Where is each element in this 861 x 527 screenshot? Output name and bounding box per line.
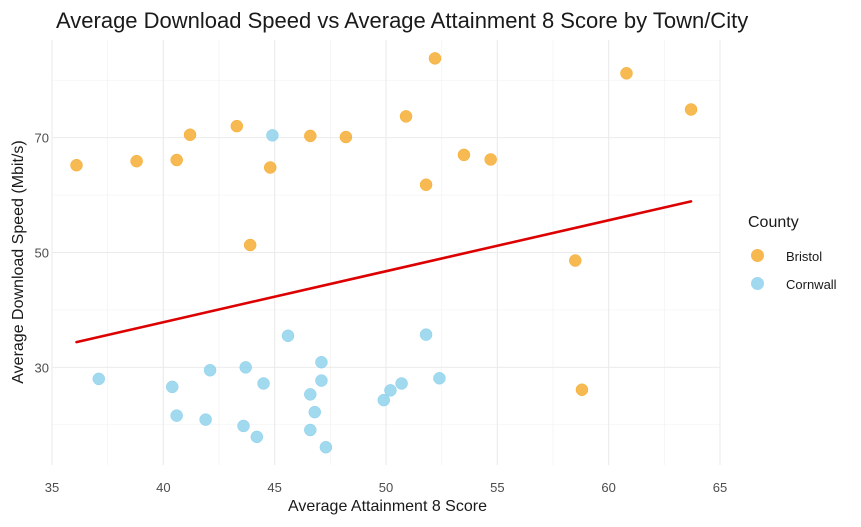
point-cornwall <box>250 430 264 444</box>
trend-layer <box>75 200 693 344</box>
point-bristol <box>457 148 471 162</box>
point-bristol <box>170 153 183 167</box>
point-cornwall <box>281 329 295 343</box>
legend-item-bristol: Bristol <box>748 242 837 270</box>
point-cornwall <box>304 423 317 437</box>
point-bristol <box>243 238 257 252</box>
x-tick-label: 45 <box>267 480 281 495</box>
point-bristol <box>263 161 277 174</box>
legend-label-bristol: Bristol <box>786 248 823 264</box>
point-cornwall <box>165 380 179 394</box>
point-bristol <box>130 154 143 168</box>
point-cornwall <box>384 384 397 397</box>
point-cornwall <box>237 419 250 433</box>
point-cornwall <box>257 377 270 390</box>
legend-key-cornwall <box>748 274 768 294</box>
point-bristol <box>484 153 497 166</box>
point-cornwall <box>170 409 183 422</box>
x-axis-label: Average Attainment 8 Score <box>288 498 487 515</box>
legend-dot-icon <box>751 249 764 262</box>
point-bristol <box>419 178 433 191</box>
point-cornwall <box>308 405 321 419</box>
point-bristol <box>428 52 442 65</box>
y-tick-label: 50 <box>35 246 49 261</box>
point-cornwall <box>319 440 333 454</box>
y-axis-label: Average Download Speed (Mbit/s) <box>10 140 27 384</box>
grid-major <box>51 40 721 465</box>
point-bristol <box>620 67 633 80</box>
point-cornwall <box>203 363 217 377</box>
legend-key-bristol <box>748 246 768 266</box>
point-cornwall <box>199 413 212 426</box>
point-bristol <box>339 130 353 144</box>
x-tick-label: 60 <box>601 480 615 495</box>
x-tick-label: 40 <box>156 480 170 495</box>
point-bristol <box>684 103 698 116</box>
point-cornwall <box>315 355 328 369</box>
point-bristol <box>304 129 317 143</box>
legend: County Bristol Cornwall <box>748 214 837 298</box>
legend-item-cornwall: Cornwall <box>748 270 837 298</box>
x-tick-label: 35 <box>45 480 59 495</box>
legend-title: County <box>748 214 799 231</box>
point-bristol <box>399 110 413 123</box>
point-cornwall <box>304 388 317 401</box>
point-cornwall <box>266 129 279 142</box>
legend-dot-icon <box>751 277 764 290</box>
point-cornwall <box>433 372 446 385</box>
point-bristol <box>569 254 582 267</box>
point-bristol <box>575 383 589 397</box>
point-bristol <box>230 119 244 133</box>
y-tick-label: 70 <box>35 131 49 146</box>
x-tick-label: 65 <box>713 480 727 495</box>
trend-line <box>75 200 693 344</box>
x-tick-labels: 35 40 45 50 55 60 65 <box>45 480 727 495</box>
y-tick-labels: 30 50 70 <box>35 131 49 376</box>
point-cornwall <box>315 374 328 387</box>
point-bristol <box>70 158 83 172</box>
x-tick-label: 50 <box>379 480 393 495</box>
point-bristol <box>183 128 197 142</box>
y-tick-label: 30 <box>35 360 49 375</box>
point-cornwall <box>395 377 408 390</box>
points-layer <box>70 52 698 454</box>
point-cornwall <box>239 361 252 374</box>
point-cornwall <box>92 372 106 386</box>
point-cornwall <box>377 393 391 407</box>
x-tick-label: 55 <box>490 480 504 495</box>
point-cornwall <box>419 328 433 341</box>
legend-label-cornwall: Cornwall <box>786 276 837 292</box>
chart-title: Average Download Speed vs Average Attain… <box>56 8 749 33</box>
